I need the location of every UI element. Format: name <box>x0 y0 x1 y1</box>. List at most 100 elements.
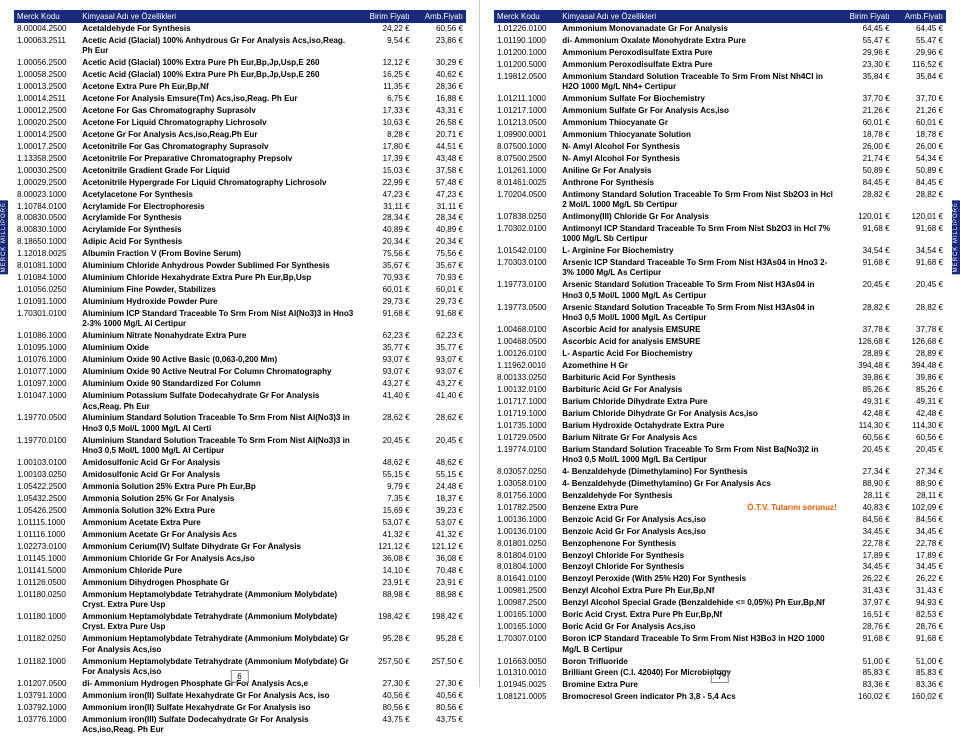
cell-code: 1.01047.1000 <box>14 390 79 412</box>
cell-name: Barium Chloride Dihydrate Extra Pure <box>559 396 840 408</box>
cell-code: 1.02273.0100 <box>14 541 79 553</box>
cell-code: 1.01717.1000 <box>494 396 559 408</box>
product-row: 1.01180.1000Ammonium Heptamolybdate Tetr… <box>14 611 466 633</box>
cell-name: Ammonium Sulfate Gr For Analysis Acs,iso <box>559 105 840 117</box>
cell-code: 1.01091.1000 <box>14 296 79 308</box>
cell-code: 1.03791.1000 <box>14 690 79 702</box>
cell-code: 1.05432.2500 <box>14 493 79 505</box>
cell-unit-price: 28,76 € <box>840 621 893 633</box>
cell-name: Benzophenone For Synthesis <box>559 538 840 550</box>
cell-unit-price: 20,45 € <box>360 435 413 457</box>
product-row: 1.00014.2500Acetone Gr For Analysis Acs,… <box>14 129 466 141</box>
cell-unit-price: 80,56 € <box>360 702 413 714</box>
product-row: 1.70307.0100Boron ICP Standard Traceable… <box>494 633 946 655</box>
col-header-name: Kimyasal Adı ve Özellikleri <box>559 10 840 23</box>
cell-pack-price: 91,68 € <box>893 633 946 655</box>
cell-pack-price: 80,56 € <box>413 702 466 714</box>
cell-code: 1.01211.1000 <box>494 93 559 105</box>
cell-code: 1.19773.0500 <box>494 302 559 324</box>
cell-unit-price: 88,98 € <box>360 589 413 611</box>
cell-code: 8.01756.1000 <box>494 490 559 502</box>
product-row: 1.01180.0250Ammonium Heptamolybdate Tetr… <box>14 589 466 611</box>
cell-unit-price: 28,82 € <box>840 189 893 211</box>
cell-unit-price: 34,54 € <box>840 245 893 257</box>
cell-code: 8.00004.2500 <box>14 23 79 35</box>
cell-unit-price: 16,51 € <box>840 610 893 622</box>
cell-name: Aluminium Fine Powder, Stabilizes <box>79 284 360 296</box>
cell-name: Ammonium Acetate Gr For Analysis Acs <box>79 529 360 541</box>
cell-code: 8.01641.0100 <box>494 574 559 586</box>
product-row: 1.01542.0100L- Arginine For Biochemistry… <box>494 245 946 257</box>
cell-unit-price: 34,45 € <box>840 526 893 538</box>
cell-name: Benzyl Alcohol Special Grade (Benzaldehi… <box>559 598 840 610</box>
product-row: 8.01461.0025Anthrone For Synthesis84,45 … <box>494 177 946 189</box>
cell-code: 1.00020.2500 <box>14 117 79 129</box>
cell-code: 8.00133.0250 <box>494 372 559 384</box>
cell-name: Boron ICP Standard Traceable To Srm From… <box>559 633 840 655</box>
cell-code: 1.03058.0100 <box>494 478 559 490</box>
cell-pack-price: 40,89 € <box>413 225 466 237</box>
cell-pack-price: 257,50 € <box>413 656 466 678</box>
cell-code: 1.03792.1000 <box>14 702 79 714</box>
page-number-right: 7 <box>711 670 729 683</box>
product-row: 1.00103.0250Amidosulfonic Acid Gr For An… <box>14 469 466 481</box>
product-row: 1.70303.0100Arsenic ICP Standard Traceab… <box>494 257 946 279</box>
product-row: 1.05422.2500Ammonia Solution 25% Extra P… <box>14 481 466 493</box>
cell-pack-price: 48,62 € <box>413 457 466 469</box>
cell-name: 4- Benzaldehyde (Dimethylamino) Gr For A… <box>559 478 840 490</box>
cell-code: 1.05422.2500 <box>14 481 79 493</box>
cell-unit-price: 40,56 € <box>360 690 413 702</box>
cell-name: Ascorbic Acid for analysis EMSURE <box>559 336 840 348</box>
cell-pack-price: 18,78 € <box>893 129 946 141</box>
brand-side-label: MERCK MILLIPORE <box>0 200 8 274</box>
cell-name: Amidosulfonic Acid Gr For Analysis <box>79 469 360 481</box>
product-row: 1.01077.1000Aluminium Oxide 90 Active Ne… <box>14 366 466 378</box>
cell-unit-price: 41,32 € <box>360 529 413 541</box>
cell-pack-price: 83,36 € <box>893 680 946 692</box>
product-row: 1.01141.5000Ammonium Chloride Pure14,10 … <box>14 565 466 577</box>
cell-pack-price: 55,47 € <box>893 35 946 47</box>
product-row: 1.00013.2500Acetone Extra Pure Ph Eur,Bp… <box>14 81 466 93</box>
cell-code: 1.19773.0100 <box>494 280 559 302</box>
cell-pack-price: 88,90 € <box>893 478 946 490</box>
cell-pack-price: 17,89 € <box>893 550 946 562</box>
cell-unit-price: 160,02 € <box>840 692 893 704</box>
product-row: 1.00020.2500Acetone For Liquid Chromatog… <box>14 117 466 129</box>
product-row: 1.01126.0500Ammonium Dihydrogen Phosphat… <box>14 577 466 589</box>
cell-code: 1.19774.0100 <box>494 444 559 466</box>
cell-pack-price: 23,91 € <box>413 577 466 589</box>
cell-pack-price: 40,62 € <box>413 69 466 81</box>
cell-code: 1.05426.2500 <box>14 505 79 517</box>
cell-unit-price: 40,83 € <box>840 502 893 514</box>
product-row: 1.01076.1000Aluminium Oxide 90 Active Ba… <box>14 355 466 367</box>
cell-code: 8.03057.0250 <box>494 466 559 478</box>
cell-name: 4- Benzaldehyde (Dimethylamino) For Synt… <box>559 466 840 478</box>
cell-code: 1.00014.2500 <box>14 129 79 141</box>
product-row: 1.01663.0050Boron Trifluoride51,00 €51,0… <box>494 656 946 668</box>
cell-code: 1.01542.0100 <box>494 245 559 257</box>
cell-pack-price: 121,12 € <box>413 541 466 553</box>
stock-note: Ö.T.V. Tutarını sorunuz! <box>747 503 836 513</box>
cell-code: 8.07500.1000 <box>494 141 559 153</box>
cell-unit-price: 20,45 € <box>840 444 893 466</box>
cell-unit-price: 91,68 € <box>840 257 893 279</box>
cell-name: Benzoyl Chloride For Synthesis <box>559 562 840 574</box>
col-header-code: Merck Kodu <box>494 10 559 23</box>
col-header-name: Kimyasal Adı ve Özellikleri <box>79 10 360 23</box>
cell-pack-price: 160,02 € <box>893 692 946 704</box>
cell-name: Adipic Acid For Synthesis <box>79 237 360 249</box>
cell-code: 1.19770.0500 <box>14 413 79 435</box>
cell-name: Ammonium Monovanadate Gr For Analysis <box>559 23 840 35</box>
product-row: 8.00004.2500Acetaldehyde For Synthesis24… <box>14 23 466 35</box>
col-header-pack-price: Amb.Fiyatı <box>413 10 466 23</box>
cell-unit-price: 85,26 € <box>840 384 893 396</box>
cell-code: 1.00063.2511 <box>14 35 79 57</box>
cell-pack-price: 36,08 € <box>413 553 466 565</box>
cell-pack-price: 31,43 € <box>893 586 946 598</box>
cell-code: 8.00830.0500 <box>14 213 79 225</box>
cell-code: 1.00165.1000 <box>494 610 559 622</box>
product-row: 1.01190.1000di- Ammonium Oxalate Monohyd… <box>494 35 946 47</box>
cell-name: Ammonium iron(III) Sulfate Dodecahydrate… <box>79 714 360 736</box>
cell-code: 8.01081.1000 <box>14 260 79 272</box>
cell-unit-price: 88,90 € <box>840 478 893 490</box>
